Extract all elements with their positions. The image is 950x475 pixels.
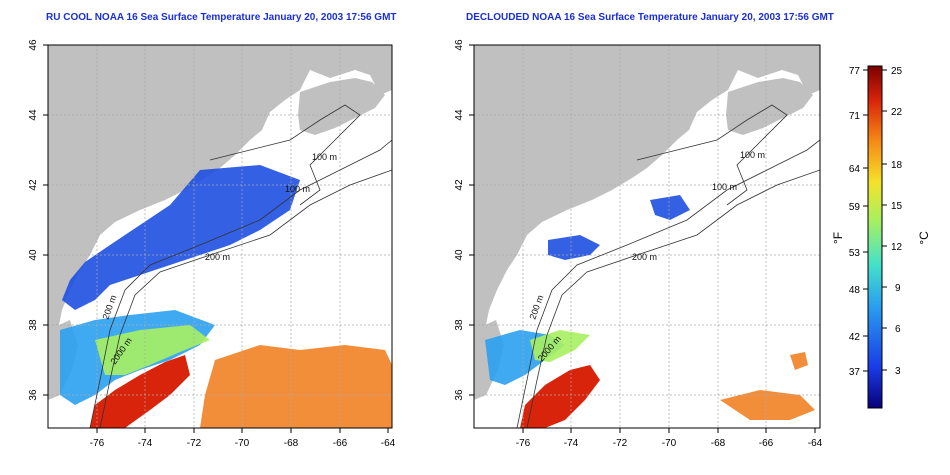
colorbar-fahrenheit-label: °F (831, 232, 845, 244)
right-sst-warm-patches (720, 390, 815, 420)
colorbar-f-tick: 77 (849, 66, 861, 77)
right-contour-label-1: 100 m (740, 150, 765, 160)
left-x-tick-label: -76 (90, 438, 105, 449)
left-sst-cold (62, 165, 300, 310)
right-bathymetry-contours (516, 104, 820, 428)
left-sst-gulfstream (90, 355, 190, 428)
left-bathymetry-contours (89, 104, 392, 428)
right-y-tick-label: 44 (454, 109, 465, 121)
right-x-tick-label: -70 (662, 438, 677, 449)
right-x-tick-label: -64 (808, 438, 823, 449)
left-contour-label-3: 200 m (205, 252, 230, 262)
colorbar-c-tick: 15 (891, 201, 903, 212)
right-sst-warm-patch-2 (790, 352, 808, 370)
right-contour-label-3: 200 m (632, 252, 657, 262)
left-nova-scotia (298, 78, 385, 135)
left-sst-mild (95, 325, 210, 375)
colorbar-f-tick: 37 (849, 367, 861, 378)
right-x-tick-label: -72 (613, 438, 628, 449)
right-sst-gulfstream (520, 365, 600, 428)
left-x-tick-label: -70 (235, 438, 250, 449)
colorbar-c-tick: 18 (891, 160, 903, 171)
left-y-tick-label: 42 (28, 179, 39, 191)
left-contour-label-2: 100 m (285, 184, 310, 194)
right-x-tick-label: -74 (564, 438, 579, 449)
left-sst-warm-patches (200, 345, 392, 428)
right-y-tick-label: 42 (454, 179, 465, 191)
right-ticks (469, 44, 816, 433)
colorbar-f-tick: 59 (849, 202, 861, 213)
right-y-tick-label: 46 (454, 39, 465, 51)
colorbar-gradient (867, 65, 883, 409)
right-map-panel: 100 m 100 m 200 m 200 m 2000 m -76 -74 -… (454, 39, 823, 449)
colorbar-c-tick: 25 (891, 66, 903, 77)
right-map-title: DECLOUDED NOAA 16 Sea Surface Temperatur… (466, 12, 834, 23)
left-x-tick-label: -68 (284, 438, 299, 449)
right-land-mass (474, 45, 820, 365)
left-x-tick-label: -64 (381, 438, 396, 449)
left-map-panel: 100 m 100 m 200 m 200 m 2000 m -76 -74 -… (28, 39, 396, 449)
colorbar-c-tick: 9 (895, 283, 901, 294)
colorbar-celsius-label: °C (917, 231, 931, 245)
left-y-tick-label: 36 (28, 389, 39, 401)
right-sst-mild (530, 330, 590, 362)
left-contour-label-1: 100 m (312, 152, 337, 162)
right-y-tick-label: 40 (454, 249, 465, 261)
right-y-tick-label: 38 (454, 319, 465, 331)
colorbar-f-tick: 48 (849, 285, 861, 296)
colorbar-f-tick: 42 (849, 332, 861, 343)
right-x-tick-label: -68 (711, 438, 726, 449)
colorbar-f-tick: 64 (849, 164, 861, 175)
colorbar-c-tick: 3 (895, 366, 901, 377)
colorbar-f-tick: 71 (849, 111, 861, 122)
right-x-tick-label: -66 (759, 438, 774, 449)
left-land-mass (48, 45, 392, 365)
left-grid (48, 45, 392, 428)
left-x-tick-label: -66 (333, 438, 348, 449)
colorbar-c-tick: 6 (895, 324, 901, 335)
right-contour-label-2: 100 m (712, 182, 737, 192)
right-grid (474, 45, 820, 428)
left-y-tick-label: 38 (28, 319, 39, 331)
right-y-tick-label: 36 (454, 389, 465, 401)
right-x-tick-label: -76 (516, 438, 531, 449)
left-y-tick-label: 44 (28, 109, 39, 121)
right-map-frame (473, 44, 821, 429)
colorbar-f-tick: 53 (849, 248, 861, 259)
left-y-tick-label: 46 (28, 39, 39, 51)
colorbar-c-tick: 12 (891, 242, 903, 253)
colorbar: 77 71 64 59 53 48 42 37 25 22 18 15 12 9… (831, 65, 931, 409)
right-sst-cold-2 (650, 195, 690, 220)
left-x-tick-label: -72 (187, 438, 202, 449)
left-map-frame (47, 44, 393, 429)
left-x-tick-label: -74 (138, 438, 153, 449)
right-sst-cold (548, 235, 600, 260)
left-ticks (43, 44, 389, 433)
left-y-tick-label: 40 (28, 249, 39, 261)
left-map-title: RU COOL NOAA 16 Sea Surface Temperature … (46, 12, 397, 23)
colorbar-c-tick: 22 (891, 107, 903, 118)
